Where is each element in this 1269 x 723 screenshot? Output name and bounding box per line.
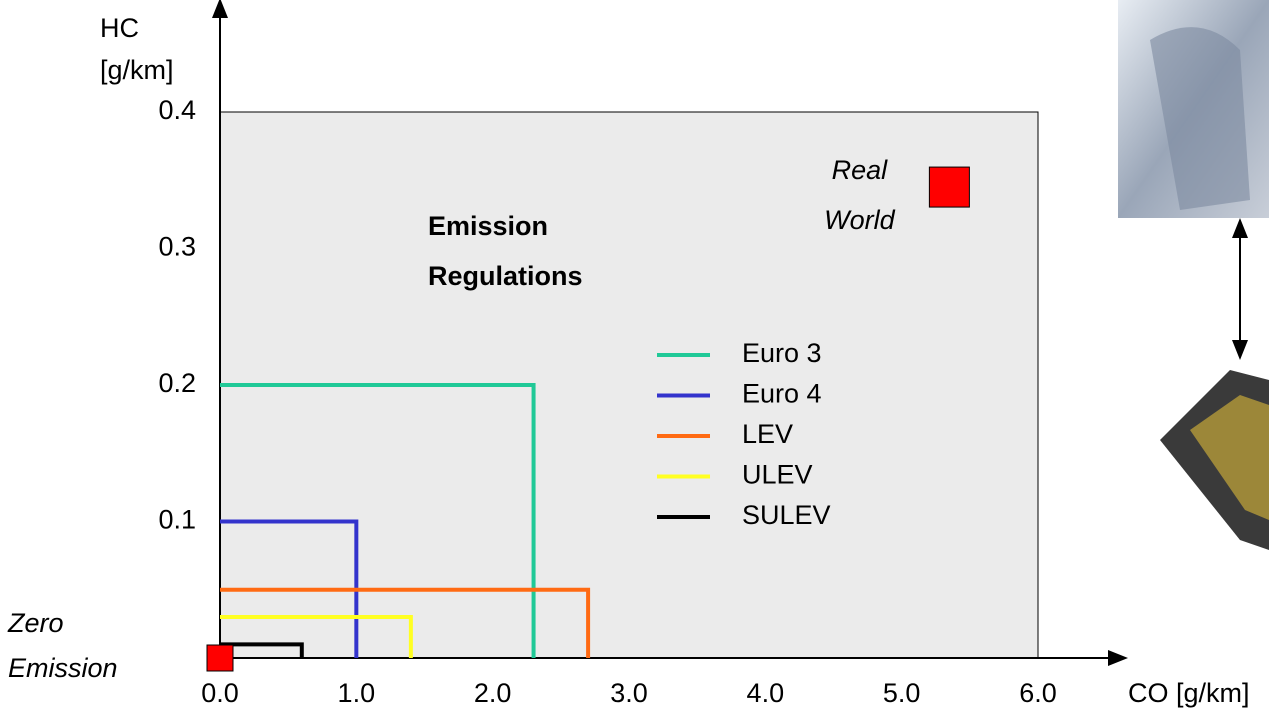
legend-label: Euro 3 <box>742 338 822 368</box>
legend-label: ULEV <box>742 460 813 490</box>
x-tick-label: 5.0 <box>883 678 921 708</box>
x-axis-label: CO [g/km] <box>1128 678 1250 708</box>
point <box>207 645 233 671</box>
plot: 0.0 1.0 2.0 3.0 4.0 5.0 6.0 0.1 0.2 0.3 0.4 CO [g/k… <box>7 8 1250 708</box>
x-tick-label: 1.0 <box>338 678 376 708</box>
annotation: Regulations <box>428 261 583 291</box>
legend-label: LEV <box>742 419 793 449</box>
point-label: Emission <box>8 653 118 683</box>
x-tick-label: 0.0 <box>201 678 239 708</box>
x-tick-label: 4.0 <box>747 678 785 708</box>
point <box>929 167 969 207</box>
y-tick-label: 0.2 <box>158 368 196 398</box>
legend-label: Euro 4 <box>742 379 822 409</box>
x-tick-label: 6.0 <box>1019 678 1057 708</box>
x-tick-label: 2.0 <box>474 678 512 708</box>
legend-label: SULEV <box>742 500 831 530</box>
point-label: World <box>824 205 895 235</box>
chart: 0.0 1.0 2.0 3.0 4.0 5.0 6.0 0.1 0.2 0.3 0.4 CO [g/k… <box>0 0 1269 723</box>
x-tick-label: 3.0 <box>610 678 648 708</box>
y-tick-label: 0.4 <box>158 95 196 125</box>
point-label: Zero <box>7 608 64 638</box>
y-axis-label: [g/km] <box>100 55 174 85</box>
y-axis-label: HC <box>100 13 139 43</box>
point-label: Real <box>832 155 889 185</box>
y-tick-label: 0.1 <box>158 505 196 535</box>
annotation: Emission <box>428 211 548 241</box>
y-tick-label: 0.3 <box>158 232 196 262</box>
